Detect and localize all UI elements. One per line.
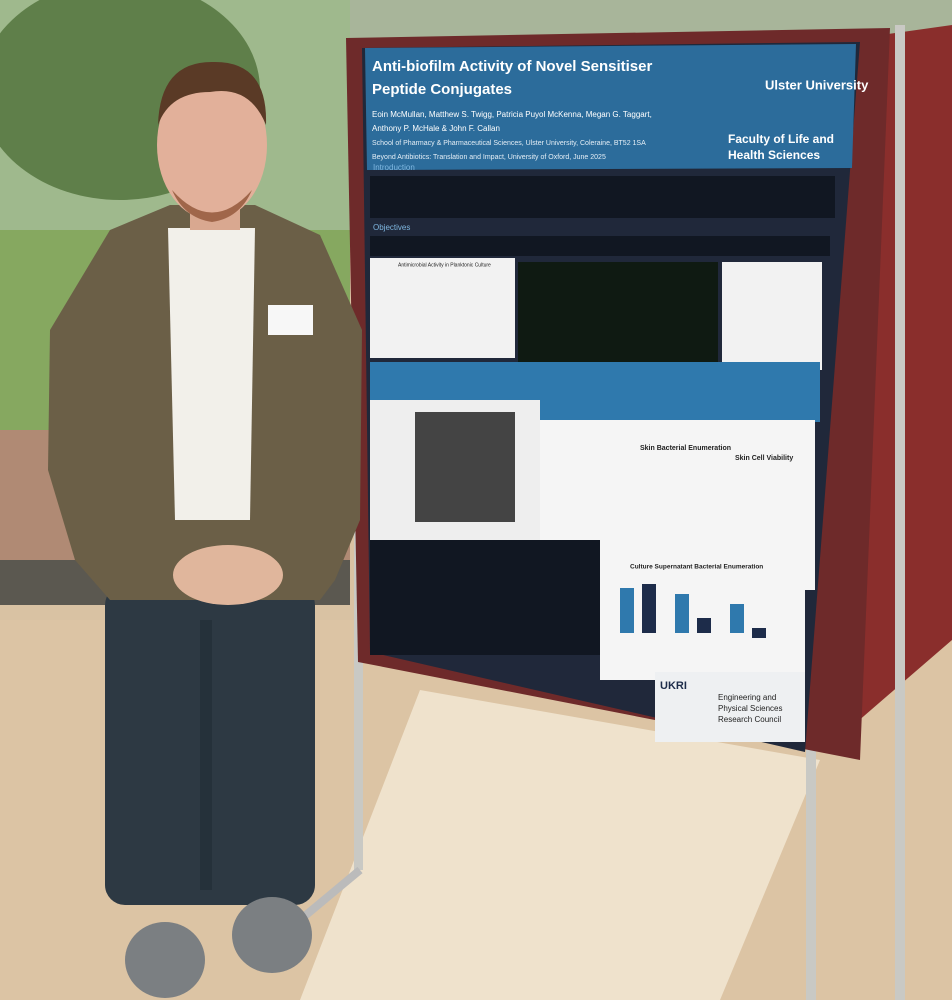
shoe [232,897,312,973]
section-heading: Introduction [373,163,415,172]
bar-illustration [620,588,634,633]
stand-foot [297,866,363,924]
name-badge [268,305,313,335]
microscopy-panel [415,412,515,522]
intro-text-block [370,176,835,218]
poster-header [365,44,856,170]
faculty: Health Sciences [728,148,820,162]
university-logo: Ulster University [765,77,869,92]
poster-title: Peptide Conjugates [372,81,512,98]
figure-title: Antimicrobial Activity in Planktonic Cul… [398,262,491,268]
face [157,70,267,220]
funder-name: Research Council [718,715,781,724]
funder-panel [655,672,805,742]
sunlight [300,690,820,1000]
funder-mark: UKRI [660,680,687,692]
section-heading: Objectives [373,223,410,232]
hair [158,61,267,125]
beard [172,190,252,222]
funder-name: Physical Sciences [718,704,782,713]
stand-pole [895,25,905,1000]
poster-title: Anti-biofilm Activity of Novel Sensitise… [372,58,652,75]
jeans-seam [200,620,212,890]
figure-panel [722,262,822,370]
figure-title: Skin Bacterial Enumeration [640,445,731,452]
conference: Beyond Antibiotics: Translation and Impa… [372,154,606,161]
bar-illustration [675,594,689,633]
figure-title: Skin Cell Viability [735,455,793,462]
bar-illustration [642,584,656,633]
shoe [125,922,205,998]
bar-illustration [730,604,744,633]
t-shirt [168,228,255,520]
funder-name: Engineering and [718,693,776,702]
affiliation: School of Pharmacy & Pharmaceutical Scie… [372,140,646,147]
authors: Eoin McMullan, Matthew S. Twigg, Patrici… [372,110,652,119]
conclusion-text-block [370,540,600,655]
faculty: Faculty of Life and [728,132,834,146]
figure-panel [370,258,515,358]
bar-illustration [697,618,711,633]
authors: Anthony P. McHale & John F. Callan [372,124,500,133]
bar-illustration [752,628,766,638]
figure-title: Culture Supernatant Bacterial Enumeratio… [630,564,763,571]
objectives-text-block [370,236,830,256]
hands [173,545,283,605]
